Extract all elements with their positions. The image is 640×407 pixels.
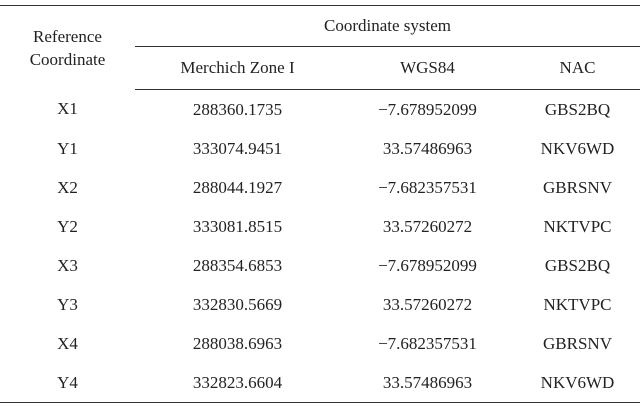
table-cell: 332823.6604	[192, 372, 283, 392]
header-cell: Merchich Zone I	[135, 46, 340, 90]
table-cell: X1	[57, 99, 78, 119]
table-cell: Y2	[57, 216, 78, 236]
table-cell: 333074.9451	[192, 138, 283, 158]
table-cell: 333081.8515	[192, 216, 283, 236]
table-cell: X2	[57, 177, 78, 197]
header-row: Merchich Zone I WGS84 NAC	[0, 46, 640, 90]
table-cell: 33.57260272	[382, 294, 473, 314]
table-header: Reference Coordinate Coordinate system M…	[0, 5, 640, 90]
header-cell: Reference Coordinate	[29, 26, 106, 69]
table-cell: NKTVPC	[543, 216, 612, 236]
table-cell: 288360.1735	[192, 99, 283, 119]
table-cell: Y3	[57, 294, 78, 314]
table-cell: GBS2BQ	[544, 99, 611, 119]
table-cell: 33.57260272	[382, 216, 473, 236]
table-cell: GBRSNV	[543, 177, 612, 197]
table-row: Y3 332830.5669 33.57260272 NKTVPC	[0, 285, 640, 324]
table-cell: 288038.6963	[192, 333, 283, 353]
coordinate-table: Reference Coordinate Coordinate system M…	[0, 5, 640, 403]
table-cell: −7.682357531	[378, 177, 477, 197]
header-cell: NAC	[515, 46, 640, 90]
table-cell: NKTVPC	[543, 294, 612, 314]
table-row: X1 288360.1735 −7.678952099 GBS2BQ	[0, 90, 640, 130]
table-row: Y2 333081.8515 33.57260272 NKTVPC	[0, 207, 640, 246]
table-cell: GBRSNV	[543, 333, 612, 353]
table-cell: 33.57486963	[382, 372, 473, 392]
table-cell: 288044.1927	[192, 177, 283, 197]
table-cell: 332830.5669	[192, 294, 283, 314]
table-cell: X3	[57, 255, 78, 275]
table-cell: −7.678952099	[378, 99, 477, 119]
table-cell: Y4	[57, 372, 78, 392]
table-cell: −7.682357531	[378, 333, 477, 353]
header-row: Reference Coordinate Coordinate system	[0, 5, 640, 69]
table-cell: GBS2BQ	[544, 255, 611, 275]
header-cell: WGS84	[340, 46, 515, 90]
table-cell: NKV6WD	[540, 138, 615, 158]
table-body: X1 288360.1735 −7.678952099 GBS2BQ Y1 333074.…	[0, 90, 640, 403]
table-row: Y1 333074.9451 33.57486963 NKV6WD	[0, 129, 640, 168]
table-cell: 33.57486963	[382, 138, 473, 158]
table-cell: 288354.6853	[192, 255, 283, 275]
table-row: X4 288038.6963 −7.682357531 GBRSNV	[0, 324, 640, 363]
table-cell: X4	[57, 333, 78, 353]
header-cell: Coordinate system	[135, 5, 640, 47]
table-cell: Y1	[57, 138, 78, 158]
table-cell: −7.678952099	[378, 255, 477, 275]
table-row: Y4 332823.6604 33.57486963 NKV6WD	[0, 363, 640, 403]
table-row: X3 288354.6853 −7.678952099 GBS2BQ	[0, 246, 640, 285]
table-cell: NKV6WD	[540, 372, 615, 392]
table-row: X2 288044.1927 −7.682357531 GBRSNV	[0, 168, 640, 207]
